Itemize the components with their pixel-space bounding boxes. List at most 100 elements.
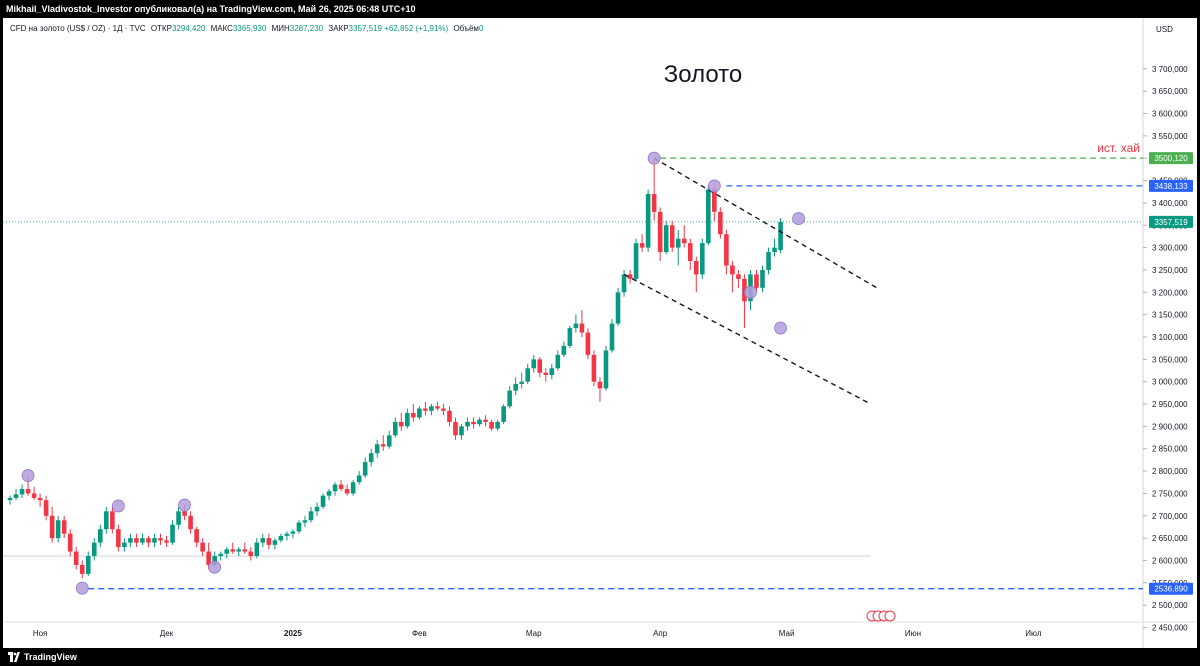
candle-body (31, 493, 37, 498)
candle-body (43, 500, 49, 516)
candle-body (513, 383, 518, 391)
candle-body (218, 553, 223, 557)
candle-body (495, 421, 500, 429)
candle-body (374, 444, 380, 454)
y-tick-label: 3 150,000 (1152, 311, 1188, 320)
candle-body (368, 453, 374, 463)
y-tick-label: 3 100,000 (1152, 333, 1188, 342)
candle-body (128, 538, 133, 543)
candle-body (158, 538, 163, 541)
candle-body (266, 538, 272, 545)
candle-body (140, 538, 145, 543)
candle-body (501, 406, 506, 422)
symbol-legend[interactable]: CFD на золото (US$ / OZ) · 1Д · TVC ОТКР… (10, 24, 483, 33)
candle-body (712, 189, 717, 212)
candle-body (91, 542, 97, 557)
candle-body (651, 193, 657, 212)
candle-body (399, 421, 404, 427)
candle-body (760, 269, 765, 288)
candle-body (380, 444, 386, 447)
candle-body (591, 354, 597, 382)
y-tick-label: 2 450,000 (1152, 624, 1188, 633)
candle-body (706, 189, 711, 244)
candle-body (344, 488, 350, 494)
y-tick-label: 2 750,000 (1152, 489, 1188, 498)
pivot-marker (774, 321, 787, 335)
candle-body (320, 495, 326, 507)
candle-body (663, 225, 669, 253)
price-label-box (1149, 179, 1193, 192)
candle-body (585, 332, 591, 355)
trend-line (623, 273, 872, 405)
candle-body (326, 491, 332, 496)
candle-body (176, 511, 181, 525)
candle-body (597, 381, 603, 389)
candle-body (296, 522, 302, 532)
candle-body (37, 497, 43, 501)
pivot-marker (21, 469, 35, 482)
price-label-text: 2536,890 (1154, 585, 1188, 594)
pivot-marker (647, 151, 661, 165)
candle-body (555, 354, 561, 369)
open-value: 3294,420 (171, 24, 206, 33)
candle-body (278, 535, 284, 541)
candle-body (573, 323, 579, 329)
candle-body (73, 551, 79, 565)
candle-body (543, 372, 549, 375)
volume-value: 0 (478, 24, 484, 33)
candle-body (621, 274, 627, 293)
y-tick-label: 3 700,000 (1152, 65, 1188, 74)
y-tick-label: 3 400,000 (1152, 199, 1188, 208)
candle-body (633, 243, 639, 279)
x-tick-label: Ноя (33, 629, 48, 638)
currency-label[interactable]: USD (1156, 25, 1173, 34)
tradingview-brand: TradingView (24, 652, 77, 662)
candle-body (693, 261, 699, 275)
candle-body (627, 274, 633, 279)
annotation-text: ист. хай (1097, 141, 1140, 155)
candle-body (435, 406, 440, 409)
candle-body (681, 238, 687, 244)
y-tick-label: 2 900,000 (1152, 422, 1188, 431)
y-tick-label: 3 250,000 (1152, 266, 1188, 275)
x-tick-label: 2025 (284, 629, 302, 638)
y-tick-label: 3 300,000 (1152, 244, 1188, 253)
candle-body (657, 211, 663, 253)
candle-body (772, 247, 777, 253)
candle-body (25, 488, 31, 494)
candle-body (356, 475, 362, 483)
candle-body (507, 390, 512, 407)
candle-body (362, 462, 368, 476)
candle-body (254, 542, 260, 557)
candle-body (206, 551, 211, 565)
candle-body (718, 211, 723, 235)
candle-body (477, 419, 482, 425)
candle-body (272, 540, 278, 545)
close-label: ЗАКР (328, 24, 349, 33)
x-tick-label: Дек (160, 629, 174, 638)
candle-body (567, 328, 573, 346)
x-tick-label: Июн (905, 629, 921, 638)
trend-line (653, 157, 878, 289)
chart-title: Золото (664, 61, 742, 88)
candle-body (405, 412, 410, 427)
low-label: МИН (271, 24, 290, 33)
y-tick-label: 2 500,000 (1152, 601, 1188, 610)
candle-body (609, 323, 615, 351)
volume-label: Объём (453, 24, 479, 33)
candle-body (116, 529, 121, 548)
high-value: 3365,930 (232, 24, 267, 33)
price-label-box (1149, 152, 1193, 165)
candle-body (669, 225, 675, 248)
candle-body (134, 538, 139, 543)
candle-body (645, 193, 651, 248)
candle-body (236, 549, 242, 552)
candle-body (104, 511, 109, 530)
candle-body (736, 274, 741, 279)
candle-body (79, 564, 85, 574)
candle-body (67, 533, 73, 552)
y-tick-label: 2 600,000 (1152, 556, 1188, 565)
candle-body (49, 515, 55, 539)
